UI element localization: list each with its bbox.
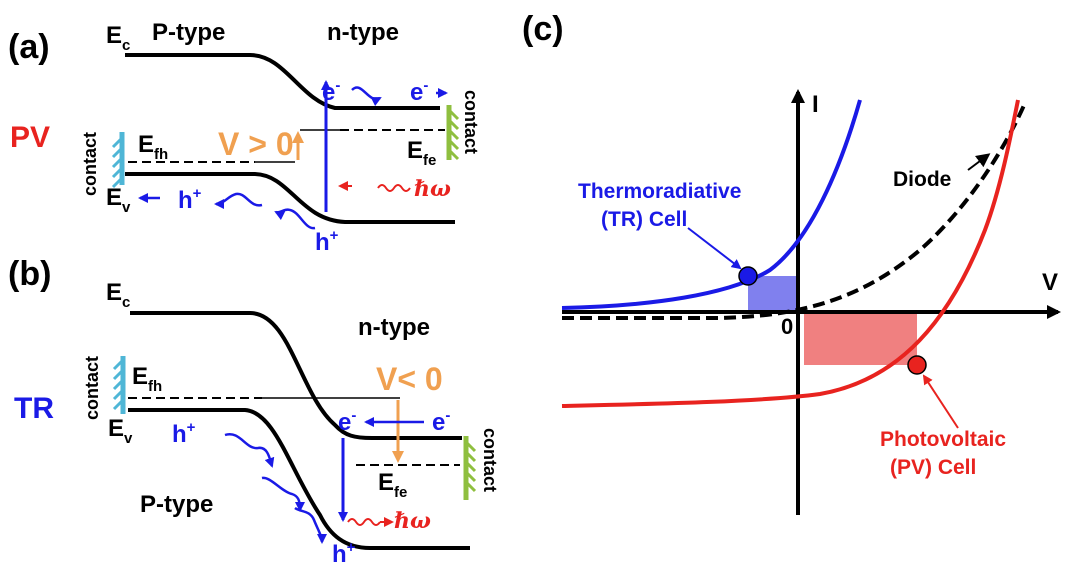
voltage-axis-label: V <box>1042 269 1058 296</box>
ec-label-b: Ec <box>106 279 130 311</box>
valence-band-b <box>128 408 470 550</box>
panel-c-label: (c) <box>522 10 564 48</box>
pv-power-rect <box>804 312 917 365</box>
hole-path-b2 <box>261 476 305 512</box>
photon-wave-b <box>347 518 381 526</box>
pv-operating-point <box>907 355 927 375</box>
tr-power-rect <box>748 276 798 312</box>
ev-label-b: Ev <box>108 415 133 447</box>
hole-label-a1: h+ <box>315 227 339 256</box>
n-type-label-b: n-type <box>358 314 430 341</box>
efe-label-a: Efe <box>407 137 436 169</box>
left-contact-b <box>112 356 126 414</box>
conduction-band-b <box>130 311 462 440</box>
hole-path-b1 <box>224 432 275 468</box>
pv-side-label: PV <box>10 121 50 154</box>
voltage-label-a: V > 0 <box>218 126 294 162</box>
photon-label-a: ℏω <box>414 176 451 202</box>
ec-label-a: Ec <box>106 22 130 54</box>
valence-band-a <box>125 172 455 224</box>
efh-label-a: Efh <box>138 131 168 163</box>
panel-a-label: (a) <box>8 28 50 66</box>
right-contact-b <box>463 436 477 500</box>
p-type-label-a: P-type <box>152 19 225 46</box>
diode-curve <box>562 102 1027 320</box>
tr-label-line2: (TR) Cell <box>601 208 687 231</box>
tr-operating-point <box>738 266 758 286</box>
panel-b-label: (b) <box>8 255 51 293</box>
electron-label-b1: e- <box>338 407 356 436</box>
left-contact-a <box>111 132 125 189</box>
origin-label: 0 <box>781 314 793 339</box>
tr-label-line1: Thermoradiative <box>578 180 741 203</box>
hole-label-a2: h+ <box>178 185 202 214</box>
pv-curve <box>561 99 1020 408</box>
pv-label-line1: Photovoltaic <box>880 428 1006 451</box>
tr-side-label: TR <box>14 392 54 425</box>
panel-b: (b) TR Ec n-type P-type contact contact … <box>8 255 500 566</box>
panel-c: (c) I V 0 Diode Thermoradiative (TR) Cel… <box>522 10 1061 515</box>
p-type-label-b: P-type <box>140 491 213 518</box>
hole-path-a1 <box>274 208 316 230</box>
efh-label-b: Efh <box>132 363 162 395</box>
voltage-label-b: V< 0 <box>376 361 443 397</box>
photon-label-b: ℏω <box>394 508 431 534</box>
right-contact-a <box>446 105 460 161</box>
contact-right-label-a: contact <box>461 90 481 154</box>
electron-label-b2: e- <box>432 407 450 436</box>
tr-pointer <box>687 227 742 270</box>
current-axis-label: I <box>812 91 819 118</box>
tr-curve <box>561 99 862 310</box>
ev-label-a: Ev <box>106 184 131 216</box>
contact-left-label-b: contact <box>82 356 102 420</box>
efe-label-b: Efe <box>378 469 407 501</box>
contact-left-label-a: contact <box>80 132 100 196</box>
diode-pointer <box>967 153 991 171</box>
hole-path-a2 <box>214 192 263 209</box>
diode-label: Diode <box>893 168 951 191</box>
hole-label-b1: h+ <box>172 419 196 448</box>
contact-right-label-b: contact <box>480 428 500 492</box>
panel-a: (a) PV Ec P-type n-type contact contact … <box>8 19 481 256</box>
electron-label-a1: e- <box>322 77 340 106</box>
electron-path-a <box>351 86 382 107</box>
hole-path-b3 <box>294 506 327 544</box>
pv-label-line2: (PV) Cell <box>890 456 976 479</box>
photon-wave-a <box>377 184 411 192</box>
electron-label-a2: e- <box>410 77 428 106</box>
conduction-band-a <box>125 53 440 110</box>
hole-label-b2: h+ <box>332 539 356 566</box>
n-type-label-a: n-type <box>327 19 399 46</box>
pv-pointer <box>922 374 959 429</box>
